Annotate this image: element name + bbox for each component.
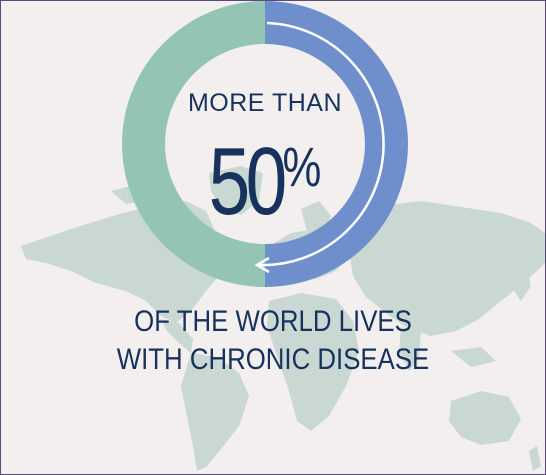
ring-right-segment — [265, 1, 408, 287]
circular-arrow-icon — [254, 21, 385, 274]
stat-block: MORE THAN 50% — [164, 89, 366, 230]
stat-prefix: MORE THAN — [187, 89, 343, 117]
stat-value: 50% — [186, 119, 344, 230]
stat-number: 50 — [208, 128, 288, 235]
ring-left-segment — [122, 1, 265, 287]
caption-line-1: OF THE WORLD LIVES — [134, 305, 412, 338]
caption-line-2: WITH CHRONIC DISEASE — [116, 343, 430, 376]
stat-unit: % — [282, 135, 322, 198]
